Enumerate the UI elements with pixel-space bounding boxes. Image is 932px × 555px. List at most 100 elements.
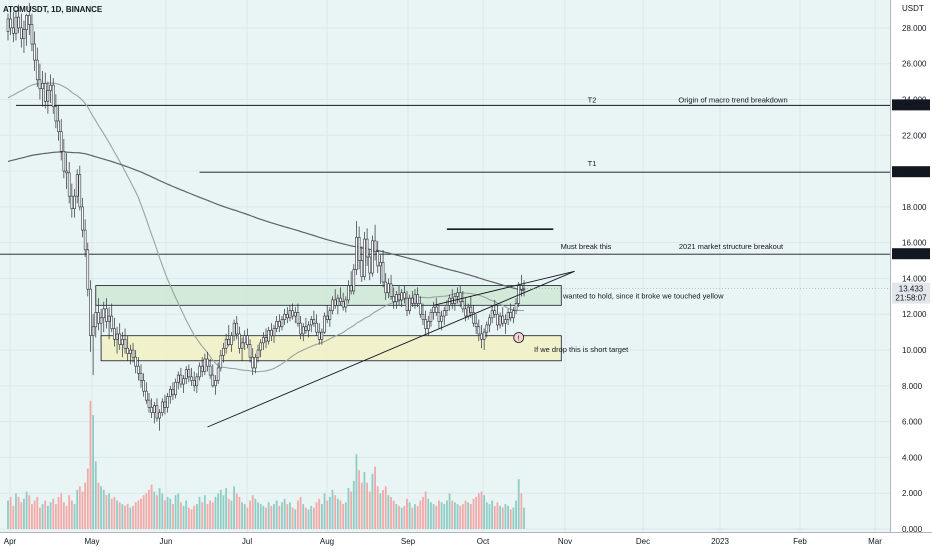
candle	[259, 339, 263, 358]
level-tag-must-break: Must break this	[561, 242, 612, 251]
candle-body	[397, 294, 401, 301]
volume-bar	[430, 502, 432, 529]
candle-body	[368, 256, 372, 274]
candle-body	[235, 322, 239, 335]
candle-body	[198, 365, 201, 378]
candle-body	[150, 407, 153, 413]
candle	[145, 382, 148, 404]
volume-bar	[507, 505, 509, 529]
candle-body	[336, 297, 340, 306]
volume-bar	[278, 505, 281, 529]
x-axis[interactable]: Apr May Jun Jul Aug Sep Oct Nov Dec 2023 Feb Mar	[4, 537, 882, 546]
volume-bar	[509, 509, 512, 529]
volume-bar	[323, 493, 326, 529]
volume-bar	[182, 505, 185, 529]
volume-bar	[100, 486, 102, 529]
candle	[416, 287, 419, 308]
candle	[89, 280, 92, 352]
candle	[33, 31, 36, 71]
ma-slow-line	[7, 151, 525, 292]
candle	[81, 197, 84, 238]
price-badge	[892, 99, 930, 111]
volume-bar	[254, 498, 257, 529]
candle-body	[134, 356, 137, 367]
volume-bar	[89, 400, 92, 529]
candle	[224, 333, 228, 354]
candle	[105, 298, 108, 329]
candle-body	[190, 376, 193, 381]
volume-bar	[523, 507, 525, 529]
volume-bar	[246, 507, 249, 529]
volume-bar	[501, 507, 504, 529]
candle-body	[107, 315, 111, 322]
y-axis[interactable]: 0.000 2.000 4.000 6.000 8.000 10.000 12.000 14.…	[524, 24, 930, 534]
volume-bar	[342, 504, 345, 529]
volume-bar	[177, 493, 180, 529]
level-note-2021: 2021 market structure breakout	[679, 242, 784, 251]
alert-marker-circle[interactable]	[513, 332, 525, 343]
candle	[333, 289, 337, 309]
candle	[288, 305, 292, 322]
candle-body	[512, 310, 515, 319]
volume-bar	[206, 504, 209, 529]
volume-bar	[15, 493, 17, 529]
candle	[320, 328, 324, 345]
volume-bar	[169, 498, 172, 529]
candle	[496, 305, 499, 331]
volume-bar	[451, 500, 454, 529]
volume-layer	[7, 400, 525, 529]
candle	[299, 316, 302, 340]
candle-body	[355, 236, 358, 270]
candle	[70, 183, 74, 218]
candle	[182, 375, 185, 393]
zone-note-yellow: If we drop this is short target	[534, 345, 629, 354]
candle-body	[19, 27, 23, 39]
volume-bar	[310, 505, 313, 529]
candle	[240, 337, 244, 361]
volume-bar	[49, 502, 52, 529]
candle	[17, 4, 20, 34]
candle	[403, 285, 406, 304]
candle	[395, 290, 398, 309]
volume-bar	[273, 504, 275, 529]
candle-body	[248, 344, 252, 358]
candle-body	[387, 283, 390, 294]
volume-bar	[403, 505, 406, 529]
candle-body	[456, 292, 459, 297]
candle-body	[224, 338, 228, 349]
candle	[187, 364, 191, 383]
candle-body	[41, 83, 44, 90]
candle-body	[105, 308, 108, 322]
candle	[86, 242, 90, 297]
candle	[355, 221, 358, 275]
volume-bar	[379, 493, 382, 529]
candle	[485, 321, 489, 338]
volume-bar	[286, 504, 289, 529]
candle-body	[9, 18, 12, 29]
candle-body	[488, 317, 491, 326]
candle-body	[440, 315, 443, 322]
candle	[12, 11, 15, 43]
candle	[469, 296, 473, 318]
volume-bar	[398, 505, 400, 529]
y-tick-label: 4.000	[902, 453, 923, 462]
x-tick-label: Oct	[477, 537, 490, 546]
price-badge	[892, 248, 930, 260]
volume-bar	[134, 502, 137, 529]
candle-body	[320, 331, 324, 340]
plot-background[interactable]	[0, 0, 890, 532]
candle-body	[259, 342, 263, 351]
volume-bar	[371, 473, 374, 529]
candle	[94, 299, 98, 338]
candle-body	[267, 330, 270, 342]
candle-body	[504, 319, 507, 324]
candle	[91, 314, 95, 376]
zone-note-green: wanted to hold, since it broke we touche…	[562, 291, 724, 300]
volume-bar	[94, 461, 97, 529]
candle	[43, 72, 47, 109]
candle	[208, 358, 212, 379]
volume-bar	[320, 504, 323, 529]
volume-bar	[238, 496, 241, 529]
candle-body	[442, 310, 446, 317]
